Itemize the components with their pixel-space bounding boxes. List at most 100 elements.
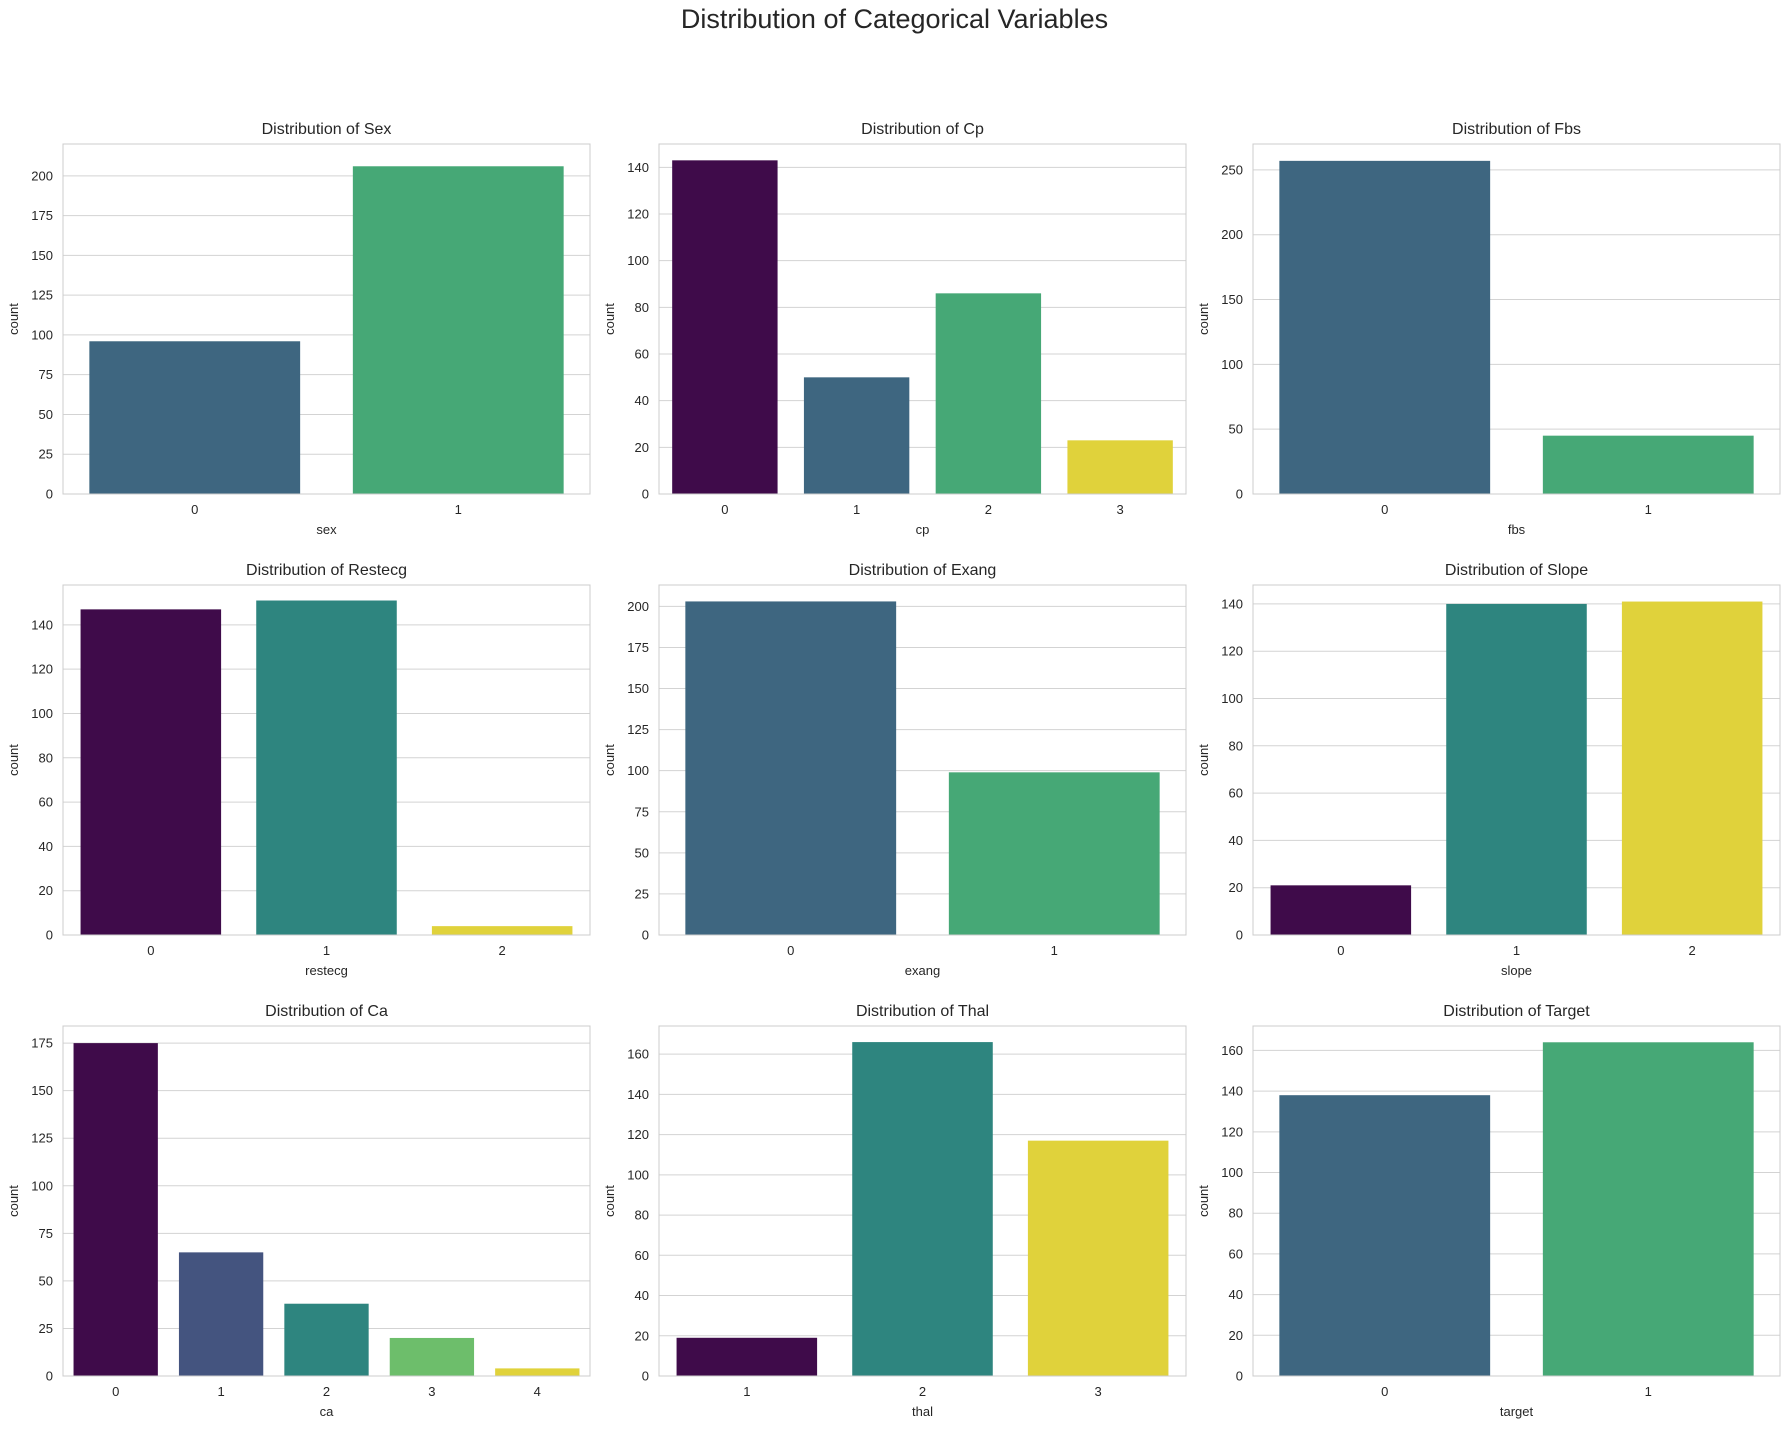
y-tick-label: 200 bbox=[31, 168, 53, 183]
x-tick-label: 0 bbox=[787, 943, 794, 958]
x-tick-label: 0 bbox=[1381, 1384, 1388, 1399]
subplot-title: Distribution of Restecg bbox=[246, 562, 407, 579]
x-tick-label: 3 bbox=[1095, 1384, 1102, 1399]
subplot-1: Distribution of Sex 0 25 50 75 100 125 150 175 20… bbox=[6, 121, 591, 537]
y-tick-label: 60 bbox=[635, 347, 649, 362]
bar bbox=[1270, 885, 1412, 935]
axes-frame bbox=[62, 584, 591, 936]
y-tick-label: 20 bbox=[635, 1328, 649, 1343]
x-tick-label: 0 bbox=[112, 1384, 119, 1399]
y-tick-label: 140 bbox=[31, 617, 53, 632]
y-tick-label: 40 bbox=[39, 839, 53, 854]
y-tick-label: 160 bbox=[1221, 1043, 1243, 1058]
y-tick-label: 100 bbox=[1221, 1165, 1243, 1180]
y-tick-label: 120 bbox=[627, 1127, 649, 1142]
y-axis-label: count bbox=[6, 303, 21, 335]
subplot-2: Distribution of Cp 0 20 40 60 80 100 120 140 0 1 2 3… bbox=[602, 121, 1187, 537]
y-tick-label: 160 bbox=[627, 1047, 649, 1062]
y-tick-label: 175 bbox=[31, 208, 53, 223]
x-tick-label: 1 bbox=[743, 1384, 750, 1399]
y-tick-label: 0 bbox=[1236, 487, 1243, 502]
y-tick-label: 50 bbox=[635, 845, 649, 860]
subplot-4: Distribution of Restecg02040608010012014… bbox=[6, 562, 591, 978]
subplot-title: Distribution of Sex bbox=[262, 121, 392, 138]
bar bbox=[284, 1303, 369, 1376]
x-tick-label: 1 bbox=[1645, 1384, 1652, 1399]
y-tick-label: 125 bbox=[627, 722, 649, 737]
bar bbox=[178, 1252, 264, 1376]
x-tick-label: 2 bbox=[499, 943, 506, 958]
x-tick-label: 1 bbox=[1513, 943, 1520, 958]
x-tick-label: 0 bbox=[147, 943, 154, 958]
bar bbox=[1067, 440, 1173, 494]
axes-frame bbox=[62, 1025, 591, 1377]
y-axis-label: count bbox=[6, 744, 21, 776]
y-tick-label: 125 bbox=[31, 288, 53, 303]
y-tick-label: 175 bbox=[31, 1036, 53, 1051]
axes-frame bbox=[658, 1025, 1187, 1377]
axes-frame bbox=[658, 584, 1187, 936]
y-tick-label: 140 bbox=[627, 1087, 649, 1102]
bar bbox=[852, 1042, 993, 1376]
x-tick-label: 2 bbox=[1689, 943, 1696, 958]
y-tick-label: 125 bbox=[31, 1131, 53, 1146]
x-tick-label: 2 bbox=[985, 502, 992, 517]
y-tick-label: 0 bbox=[46, 928, 53, 943]
subplot-title: Distribution of Cp bbox=[861, 121, 984, 138]
y-tick-label: 100 bbox=[1221, 691, 1243, 706]
subplot-title: Distribution of Target bbox=[1443, 1003, 1590, 1020]
bar bbox=[676, 1337, 818, 1376]
y-tick-label: 200 bbox=[627, 599, 649, 614]
bar bbox=[1279, 1095, 1491, 1376]
y-tick-label: 60 bbox=[635, 1248, 649, 1263]
axes-frame bbox=[62, 143, 591, 495]
bar bbox=[1446, 603, 1587, 935]
y-tick-label: 0 bbox=[642, 487, 649, 502]
x-tick-label: 2 bbox=[919, 1384, 926, 1399]
y-tick-label: 75 bbox=[635, 804, 649, 819]
y-tick-label: 20 bbox=[635, 440, 649, 455]
y-tick-label: 100 bbox=[1221, 357, 1243, 372]
y-tick-label: 140 bbox=[1221, 596, 1243, 611]
x-tick-label: 0 bbox=[1381, 502, 1388, 517]
y-tick-label: 100 bbox=[627, 763, 649, 778]
y-tick-label: 60 bbox=[1229, 786, 1243, 801]
y-tick-label: 50 bbox=[39, 1273, 53, 1288]
y-tick-label: 0 bbox=[642, 928, 649, 943]
x-tick-label: 1 bbox=[455, 502, 462, 517]
y-axis-label: count bbox=[6, 1185, 21, 1217]
y-tick-label: 40 bbox=[635, 1288, 649, 1303]
x-axis-label: sex bbox=[316, 522, 337, 537]
y-tick-label: 50 bbox=[39, 407, 53, 422]
y-tick-label: 100 bbox=[31, 706, 53, 721]
y-tick-label: 120 bbox=[1221, 644, 1243, 659]
bar bbox=[1279, 160, 1491, 494]
bar bbox=[1621, 601, 1763, 935]
y-tick-label: 50 bbox=[1229, 422, 1243, 437]
bar bbox=[1027, 1140, 1169, 1376]
bar bbox=[352, 166, 564, 495]
x-axis-label: cp bbox=[916, 522, 930, 537]
x-tick-label: 0 bbox=[721, 502, 728, 517]
figure-title: Distribution of Categorical Variables bbox=[680, 4, 1109, 34]
subplot-6: Distribution of Slope 0 20 40 60 80 100 120 140 0… bbox=[1196, 562, 1781, 978]
y-tick-label: 40 bbox=[1229, 833, 1243, 848]
y-tick-label: 0 bbox=[1236, 1369, 1243, 1384]
x-tick-label: 2 bbox=[323, 1384, 330, 1399]
y-tick-label: 150 bbox=[31, 1083, 53, 1098]
y-tick-label: 60 bbox=[39, 795, 53, 810]
subplot-8: Distribution of Thal 0 20 40 60 80 100 120 140 16… bbox=[602, 1003, 1187, 1419]
y-tick-label: 20 bbox=[1229, 880, 1243, 895]
y-tick-label: 0 bbox=[1236, 928, 1243, 943]
x-tick-label: 1 bbox=[1051, 943, 1058, 958]
y-tick-label: 100 bbox=[627, 1167, 649, 1182]
y-tick-label: 25 bbox=[39, 1321, 53, 1336]
x-axis-label: ca bbox=[320, 1404, 335, 1419]
x-axis-label: target bbox=[1500, 1404, 1534, 1419]
bar bbox=[685, 601, 897, 935]
x-tick-label: 4 bbox=[534, 1384, 541, 1399]
axes-frame bbox=[1252, 1025, 1781, 1377]
subplot-3: Distribution of Fbs 0 50 100 150 200 250 0 1 fbs c… bbox=[1196, 121, 1781, 537]
bar bbox=[935, 293, 1042, 494]
